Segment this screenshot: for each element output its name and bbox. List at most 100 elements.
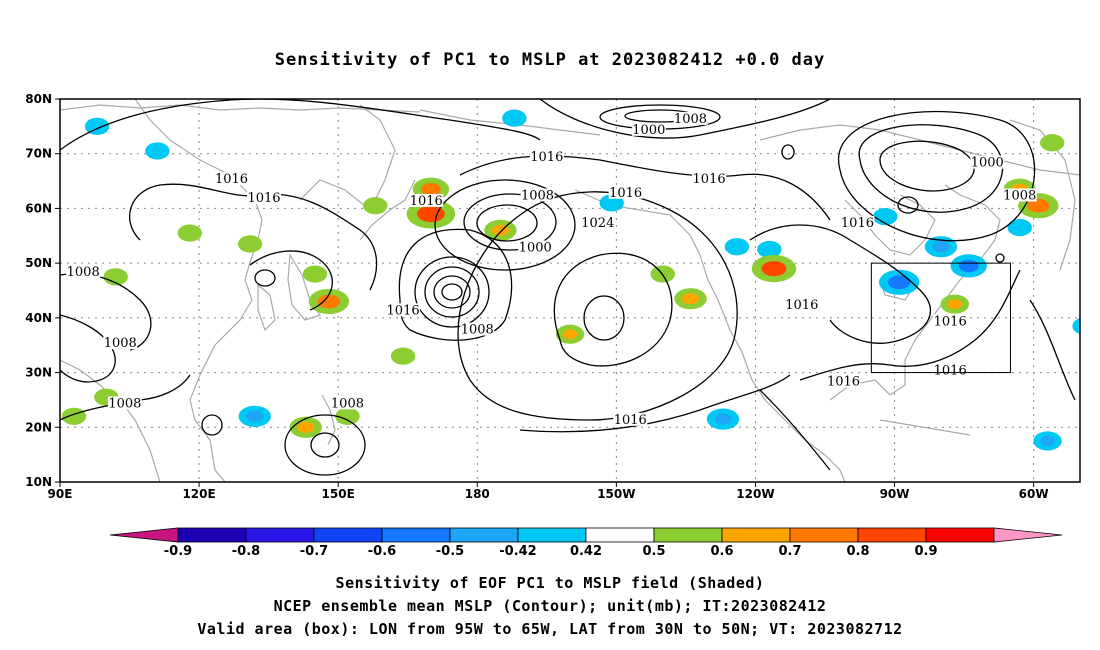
contour-label: 1000 xyxy=(519,240,552,255)
sensitivity-patch-positive xyxy=(302,265,328,283)
sensitivity-patch-positive xyxy=(363,197,388,215)
contour-low-inner-4 xyxy=(414,256,490,328)
contour-label: 1016 xyxy=(410,194,443,209)
sensitivity-patch-positive xyxy=(103,268,128,286)
coastline-philippines xyxy=(321,394,336,446)
sensitivity-patch-negative xyxy=(757,240,782,259)
sensitivity-patch-positive xyxy=(177,224,203,242)
contour-label-bg xyxy=(214,172,249,186)
sensitivity-patch-core xyxy=(1040,436,1055,446)
sensitivity-patch-core xyxy=(317,294,341,309)
contour-label-bg xyxy=(529,150,564,164)
contour-label-bg xyxy=(580,215,615,229)
mslp-contours xyxy=(60,99,1076,476)
colorbar-swatch xyxy=(449,527,519,543)
contour-label: 1008 xyxy=(521,188,554,203)
sensitivity-patch-core xyxy=(562,329,578,340)
coastline-kamchatka xyxy=(359,179,416,241)
sensitivity-patch-core xyxy=(947,299,963,310)
sensitivity-patch-core xyxy=(888,275,911,290)
page-title: Sensitivity of PC1 to MSLP at 2023082412… xyxy=(274,50,826,70)
contour-low-1008-bering xyxy=(434,179,576,271)
contour-label-bg xyxy=(409,193,444,207)
colorbar-swatch xyxy=(857,527,927,543)
sensitivity-patch-core xyxy=(1027,198,1050,213)
sensitivity-patch-core xyxy=(246,410,264,422)
sensitivity-patch-core xyxy=(714,413,732,425)
colorbar-swatch xyxy=(789,527,859,543)
coastline-korea xyxy=(257,283,276,332)
colorbar-label: 0.8 xyxy=(846,544,869,559)
contour-label: 1016 xyxy=(614,413,647,428)
colorbar-label: 0.5 xyxy=(642,544,665,559)
contour-label: 1008 xyxy=(674,112,707,127)
sensitivity-patch-positive xyxy=(1039,134,1065,152)
contour-low-hudson xyxy=(781,144,795,160)
contour-1004-philippine-sea xyxy=(310,432,340,458)
sensitivity-patch-core xyxy=(681,293,700,305)
colorbar-label: 0.6 xyxy=(710,544,733,559)
contour-label: 1008 xyxy=(461,323,494,338)
contour-label-bg xyxy=(520,188,555,202)
contour-1016-north-america xyxy=(749,224,931,344)
lon-label-180: 180 xyxy=(465,487,490,501)
contour-label: 1016 xyxy=(785,298,818,313)
sensitivity-patch-positive xyxy=(237,235,263,253)
sensitivity-patch-negative xyxy=(724,238,750,256)
contour-label-bg xyxy=(784,297,819,311)
sensitivity-patch-core xyxy=(297,421,315,433)
lon-label-120W: 120W xyxy=(736,487,774,501)
colorbar-label: -0.42 xyxy=(499,544,536,559)
colorbar-label: -0.9 xyxy=(164,544,192,559)
colorbar-low-end xyxy=(109,527,179,543)
colorbar-swatch xyxy=(381,527,451,543)
contour-high-1024-pacific xyxy=(583,295,625,341)
sensitivity-patch-negative xyxy=(1007,218,1032,237)
colorbar-swatch xyxy=(517,527,587,543)
contour-1008-arctic xyxy=(539,99,831,139)
contour-label-bg xyxy=(933,314,968,328)
sensitivity-patch-positive xyxy=(335,407,360,425)
colorbar-label: -0.5 xyxy=(436,544,464,559)
sensitivity-patch-negative xyxy=(1072,318,1080,335)
colorbar-label: -0.8 xyxy=(232,544,260,559)
contour-label-bg xyxy=(673,111,708,125)
sensitivity-patch-core xyxy=(421,183,441,196)
sensitivity-patch-negative xyxy=(873,208,898,226)
caption-line-1: Sensitivity of EOF PC1 to MSLP field (Sh… xyxy=(335,574,765,592)
colorbar-label: -0.7 xyxy=(300,544,328,559)
lat-label-10N: 10N xyxy=(25,475,52,489)
contour-1016-east-coast xyxy=(759,389,831,471)
colorbar-swatch xyxy=(585,527,655,543)
contour-low-labrador xyxy=(897,196,919,214)
sensitivity-patch-negative xyxy=(145,142,170,160)
contour-low-greenland-outer xyxy=(837,110,1036,242)
contour-low-1008-pacific xyxy=(398,228,513,341)
sensitivity-patch-positive xyxy=(61,407,87,425)
lat-label-70N: 70N xyxy=(25,147,52,161)
colorbar-swatch xyxy=(653,527,723,543)
colorbar-swatch xyxy=(245,527,315,543)
contour-low-south-china-sea xyxy=(201,414,223,436)
lat-label-20N: 20N xyxy=(25,420,52,434)
contour-1008-philippine-sea xyxy=(284,414,366,476)
lat-label-50N: 50N xyxy=(25,256,52,270)
contour-label-bg xyxy=(608,185,643,199)
coastline-arctic-canada xyxy=(759,124,1080,176)
contour-1016-japan xyxy=(249,250,333,311)
coastline-sakhalin-okhotsk xyxy=(299,104,396,211)
contour-label-bg xyxy=(826,374,861,388)
lon-label-90W: 90W xyxy=(880,487,910,501)
contour-label: 1016 xyxy=(387,303,420,318)
contour-label: 1008 xyxy=(1003,188,1036,203)
contour-labels: 1016 1016 1008 1008 1008 1008 1016 1016 1008 1000… xyxy=(66,111,1037,428)
contour-label: 1024 xyxy=(581,216,614,231)
lon-label-150E: 150E xyxy=(322,487,355,501)
coastline-japan xyxy=(287,253,321,321)
contour-1016-gulf xyxy=(799,269,1021,381)
contour-1008-asia-south xyxy=(60,314,116,383)
colorbar-label: 0.7 xyxy=(778,544,801,559)
contour-low-1000-bering xyxy=(476,204,538,242)
contour-label-bg xyxy=(933,363,968,377)
